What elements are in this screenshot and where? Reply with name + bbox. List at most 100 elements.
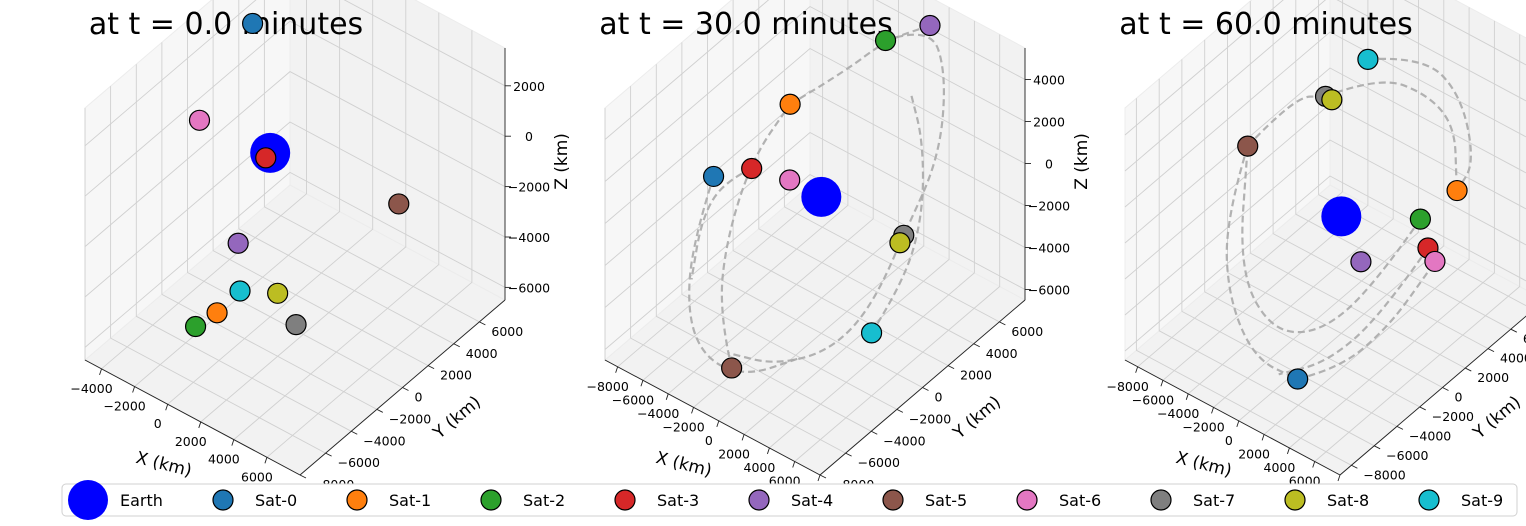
x-tick-mark xyxy=(1236,420,1240,428)
panel-title: at t = 30.0 minutes xyxy=(599,7,892,42)
marker-sat-2 xyxy=(184,315,207,338)
z-tick-label: 2000 xyxy=(513,79,545,94)
marker-sat-5 xyxy=(388,193,410,215)
x-grid-line xyxy=(167,0,374,405)
x-tick-label: −6000 xyxy=(1132,392,1174,407)
z-grid-line xyxy=(1124,139,1526,316)
legend-label: Sat-7 xyxy=(1193,491,1235,510)
y-tick-mark xyxy=(973,343,980,348)
y-tick-mark xyxy=(947,365,955,370)
y-tick-mark xyxy=(427,365,435,370)
panel-1: −8000−6000−4000−200002000400060008000−80… xyxy=(586,0,1092,502)
z-grid-line xyxy=(1124,0,1526,172)
legend-item-sat-2: Sat-2 xyxy=(480,489,565,511)
x-tick-mark xyxy=(99,368,102,375)
y-tick-mark xyxy=(845,452,852,457)
x-grid-line xyxy=(769,20,975,449)
x-axis-label: X (km) xyxy=(1174,448,1234,481)
orbit-trail xyxy=(1297,260,1436,381)
x-tick-mark xyxy=(817,474,821,482)
legend-item-sat-0: Sat-0 xyxy=(212,489,297,511)
z-tick-label: 0 xyxy=(525,129,533,144)
x-grid-line xyxy=(1137,0,1344,368)
z-axis-label: Z (km) xyxy=(1072,133,1092,190)
y-grid-line xyxy=(1249,1,1466,369)
legend-swatch xyxy=(68,480,108,520)
marker-sat-4 xyxy=(1350,251,1372,273)
y-grid-line xyxy=(1204,39,1420,408)
legend-swatch xyxy=(346,489,368,511)
y-tick-label: 2000 xyxy=(1477,370,1509,385)
legend-item-sat-3: Sat-3 xyxy=(614,489,699,511)
x-tick-label: −6000 xyxy=(612,392,654,407)
x-grid-line xyxy=(1289,20,1495,449)
y-tick-mark xyxy=(299,474,307,479)
x-tick-label: 2000 xyxy=(718,446,750,461)
z-axis-label: Z (km) xyxy=(552,133,572,190)
orbit-trail xyxy=(1241,146,1422,334)
marker-sat-1 xyxy=(206,302,228,324)
legend-label: Sat-6 xyxy=(1059,491,1101,510)
y-tick-mark xyxy=(402,387,409,391)
y-grid-line xyxy=(212,0,429,366)
marker-sat-6 xyxy=(1424,250,1446,273)
z-grid-line xyxy=(604,131,1026,308)
y-axis-label: Y (km) xyxy=(429,392,485,444)
legend-item-sat-9: Sat-9 xyxy=(1418,489,1503,511)
x-grid-line xyxy=(1162,0,1369,381)
z-tick-label: 4000 xyxy=(1033,73,1065,88)
x-tick-mark xyxy=(1160,380,1164,387)
legend-item-earth: Earth xyxy=(68,480,163,520)
y-grid-line xyxy=(161,42,378,410)
z-grid-line xyxy=(1124,175,1526,352)
legend-label: Sat-3 xyxy=(657,491,699,510)
x-tick-mark xyxy=(665,393,669,400)
x-tick-mark xyxy=(640,380,644,387)
y-tick-mark xyxy=(479,321,486,326)
x-tick-mark xyxy=(792,461,796,468)
marker-sat-4 xyxy=(919,14,941,37)
y-tick-mark xyxy=(819,474,827,479)
x-tick-label: −4000 xyxy=(70,381,112,396)
x-tick-label: −2000 xyxy=(662,419,704,434)
legend-item-sat-1: Sat-1 xyxy=(346,489,431,511)
marker-sat-2 xyxy=(1409,208,1431,230)
z-grid-line xyxy=(84,121,506,298)
y-grid-line xyxy=(758,0,975,345)
legend-label: Sat-2 xyxy=(523,491,565,510)
marker-sat-0 xyxy=(702,165,725,188)
x-tick-mark xyxy=(1135,366,1139,373)
orbit-trail xyxy=(1325,81,1458,179)
legend-swatch xyxy=(882,489,904,511)
orbit-trail xyxy=(870,92,925,334)
y-tick-label: −6000 xyxy=(1386,448,1428,463)
y-tick-label: −4000 xyxy=(883,433,925,448)
legend-item-sat-7: Sat-7 xyxy=(1150,489,1235,511)
legend-swatch xyxy=(212,489,234,511)
orbit-trail xyxy=(690,167,753,280)
marker-sat-7 xyxy=(285,314,307,336)
x-tick-mark xyxy=(1312,461,1316,468)
x-tick-label: −2000 xyxy=(1182,419,1224,434)
marker-sat-9 xyxy=(1357,48,1379,70)
x-axis-line xyxy=(84,359,301,476)
x-grid-line xyxy=(200,0,407,423)
orbit-trail xyxy=(720,103,792,369)
y-grid-line xyxy=(110,86,326,454)
legend-item-sat-5: Sat-5 xyxy=(882,489,967,511)
legend-item-sat-8: Sat-8 xyxy=(1284,489,1369,511)
y-tick-label: 6000 xyxy=(1523,331,1526,346)
z-tick-label: 2000 xyxy=(1033,115,1065,130)
x-tick-mark xyxy=(165,404,169,411)
marker-sat-1 xyxy=(1446,179,1468,202)
z-tick-label: −2000 xyxy=(508,180,550,195)
x-tick-mark xyxy=(1286,447,1290,455)
y-tick-mark xyxy=(351,430,358,435)
legend-label: Sat-1 xyxy=(389,491,431,510)
y-tick-mark xyxy=(325,452,332,457)
panel-2: −8000−6000−4000−200002000400060008000−80… xyxy=(1106,0,1526,502)
y-grid-line xyxy=(1295,0,1512,330)
legend-swatch xyxy=(1284,489,1306,511)
y-tick-mark xyxy=(1419,406,1426,411)
x-grid-line xyxy=(1263,7,1470,435)
